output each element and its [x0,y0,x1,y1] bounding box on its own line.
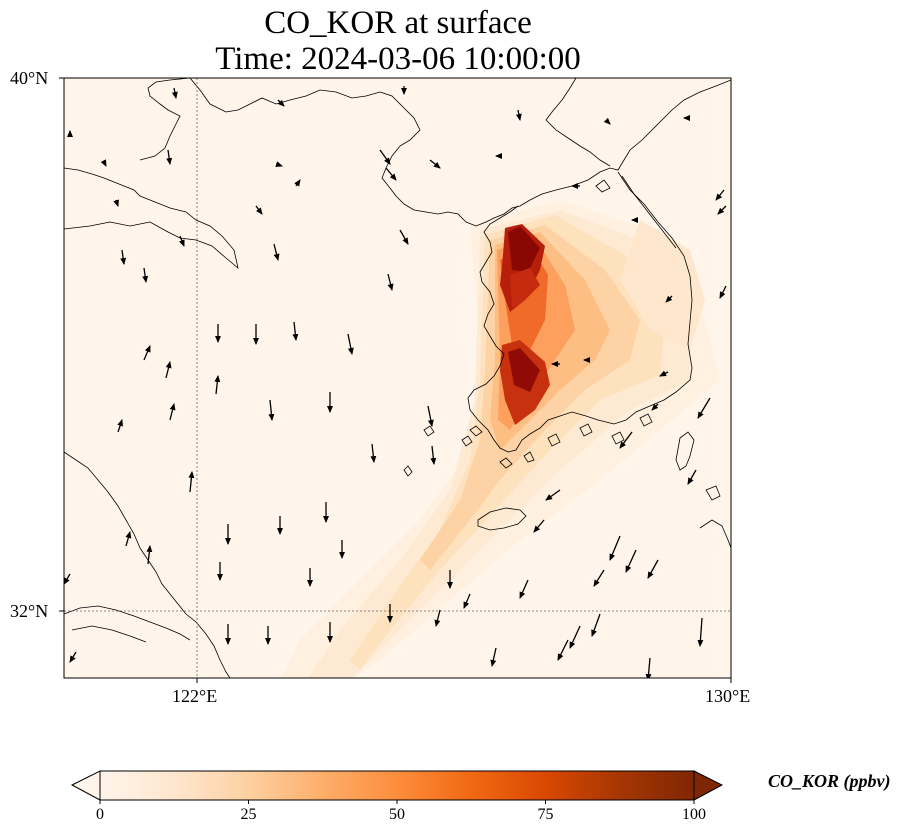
wind-vector-arrow [125,531,132,547]
wind-vector-arrow [434,609,441,627]
wind-vector-arrow [519,579,529,599]
map-title-line1: CO_KOR at surface [264,5,532,41]
wind-vector-arrow [609,535,621,561]
wind-vector-arrow [651,403,659,411]
wind-vector-arrow [557,639,569,661]
wind-vector-arrow [100,159,107,167]
wind-vector-arrow [591,613,601,637]
wind-vector-arrow [619,431,633,449]
wind-vector-arrow [533,519,545,533]
lon-label-130e: 130°E [705,686,751,706]
wind-vector-arrow [214,375,221,395]
wind-vector-arrow [165,361,172,379]
coastlines [64,78,731,678]
wind-vector-arrow [429,159,441,169]
wind-vector-arrow [545,489,561,501]
wind-vector-arrow [166,149,173,165]
wind-vector-arrow [603,117,611,125]
wind-vector-arrow [64,573,71,585]
wind-vector-arrow [370,443,377,463]
wind-vector-arrow [171,87,178,99]
wind-vector-arrow [379,149,391,165]
wind-vector-arrow [430,445,437,465]
wind-vector-arrow [142,267,149,283]
wind-vector-arrow [399,229,409,245]
wind-vectors [64,86,727,678]
wind-vector-arrow [625,549,637,573]
lon-label-122e: 122°E [172,686,218,706]
lat-label-32n: 32°N [10,601,49,621]
wind-vector-arrow [569,625,581,649]
gridlines [64,78,731,678]
wind-vector-arrow [697,397,711,419]
wind-vector-arrow [647,559,659,579]
wind-vector-arrow [120,249,127,265]
colorbar-tick-50: 50 [389,806,405,823]
wind-vector-arrow [385,167,397,181]
wind-vector-arrow [273,243,280,261]
wind-vector-arrow [593,569,605,587]
wind-vector-arrow [117,419,123,433]
wind-vector-arrow [294,179,301,187]
wind-vector-arrow [717,205,727,215]
wind-vector-arrow [268,399,275,421]
wind-vector-arrow [275,161,283,167]
wind-vector-arrow [69,651,77,663]
wind-vector-arrow [665,295,673,303]
lat-label-40n: 40°N [10,68,49,88]
map-frame [63,77,732,679]
colorbar [70,770,724,804]
colorbar-tick-75: 75 [537,806,554,823]
wind-vector-arrow [143,345,151,361]
wind-vector-arrow [178,235,185,247]
co-concentration-field [281,200,720,678]
wind-vector-arrow [645,657,652,678]
colorbar-tick-0: 0 [96,806,104,823]
wind-vector-arrow [687,469,697,485]
wind-vector-arrow [490,647,497,667]
wind-vector-arrow [146,545,153,565]
wind-vector-arrow [347,333,354,355]
wind-vector-arrow [113,199,119,207]
wind-vector-arrow [387,273,394,291]
wind-vector-arrow [427,405,434,427]
wind-vector-arrow [697,617,704,647]
map-title-line2: Time: 2024-03-06 10:00:00 [215,41,581,77]
wind-vector-arrow [515,109,522,121]
colorbar-tick-100: 100 [682,806,706,823]
wind-vector-arrow [292,321,299,341]
wind-vector-arrow [719,285,727,299]
wind-vector-arrow [169,403,176,421]
wind-vector-arrow [188,471,195,493]
wind-vector-arrow [463,593,471,609]
axis-ticks [59,77,732,683]
wind-vector-arrow [659,370,669,377]
wind-vector-arrow [715,189,725,201]
wind-vector-arrow [277,99,285,107]
colorbar-label: CO_KOR (ppbv) [768,771,891,791]
colorbar-tick-25: 25 [240,806,257,823]
wind-vector-arrow [255,205,263,215]
